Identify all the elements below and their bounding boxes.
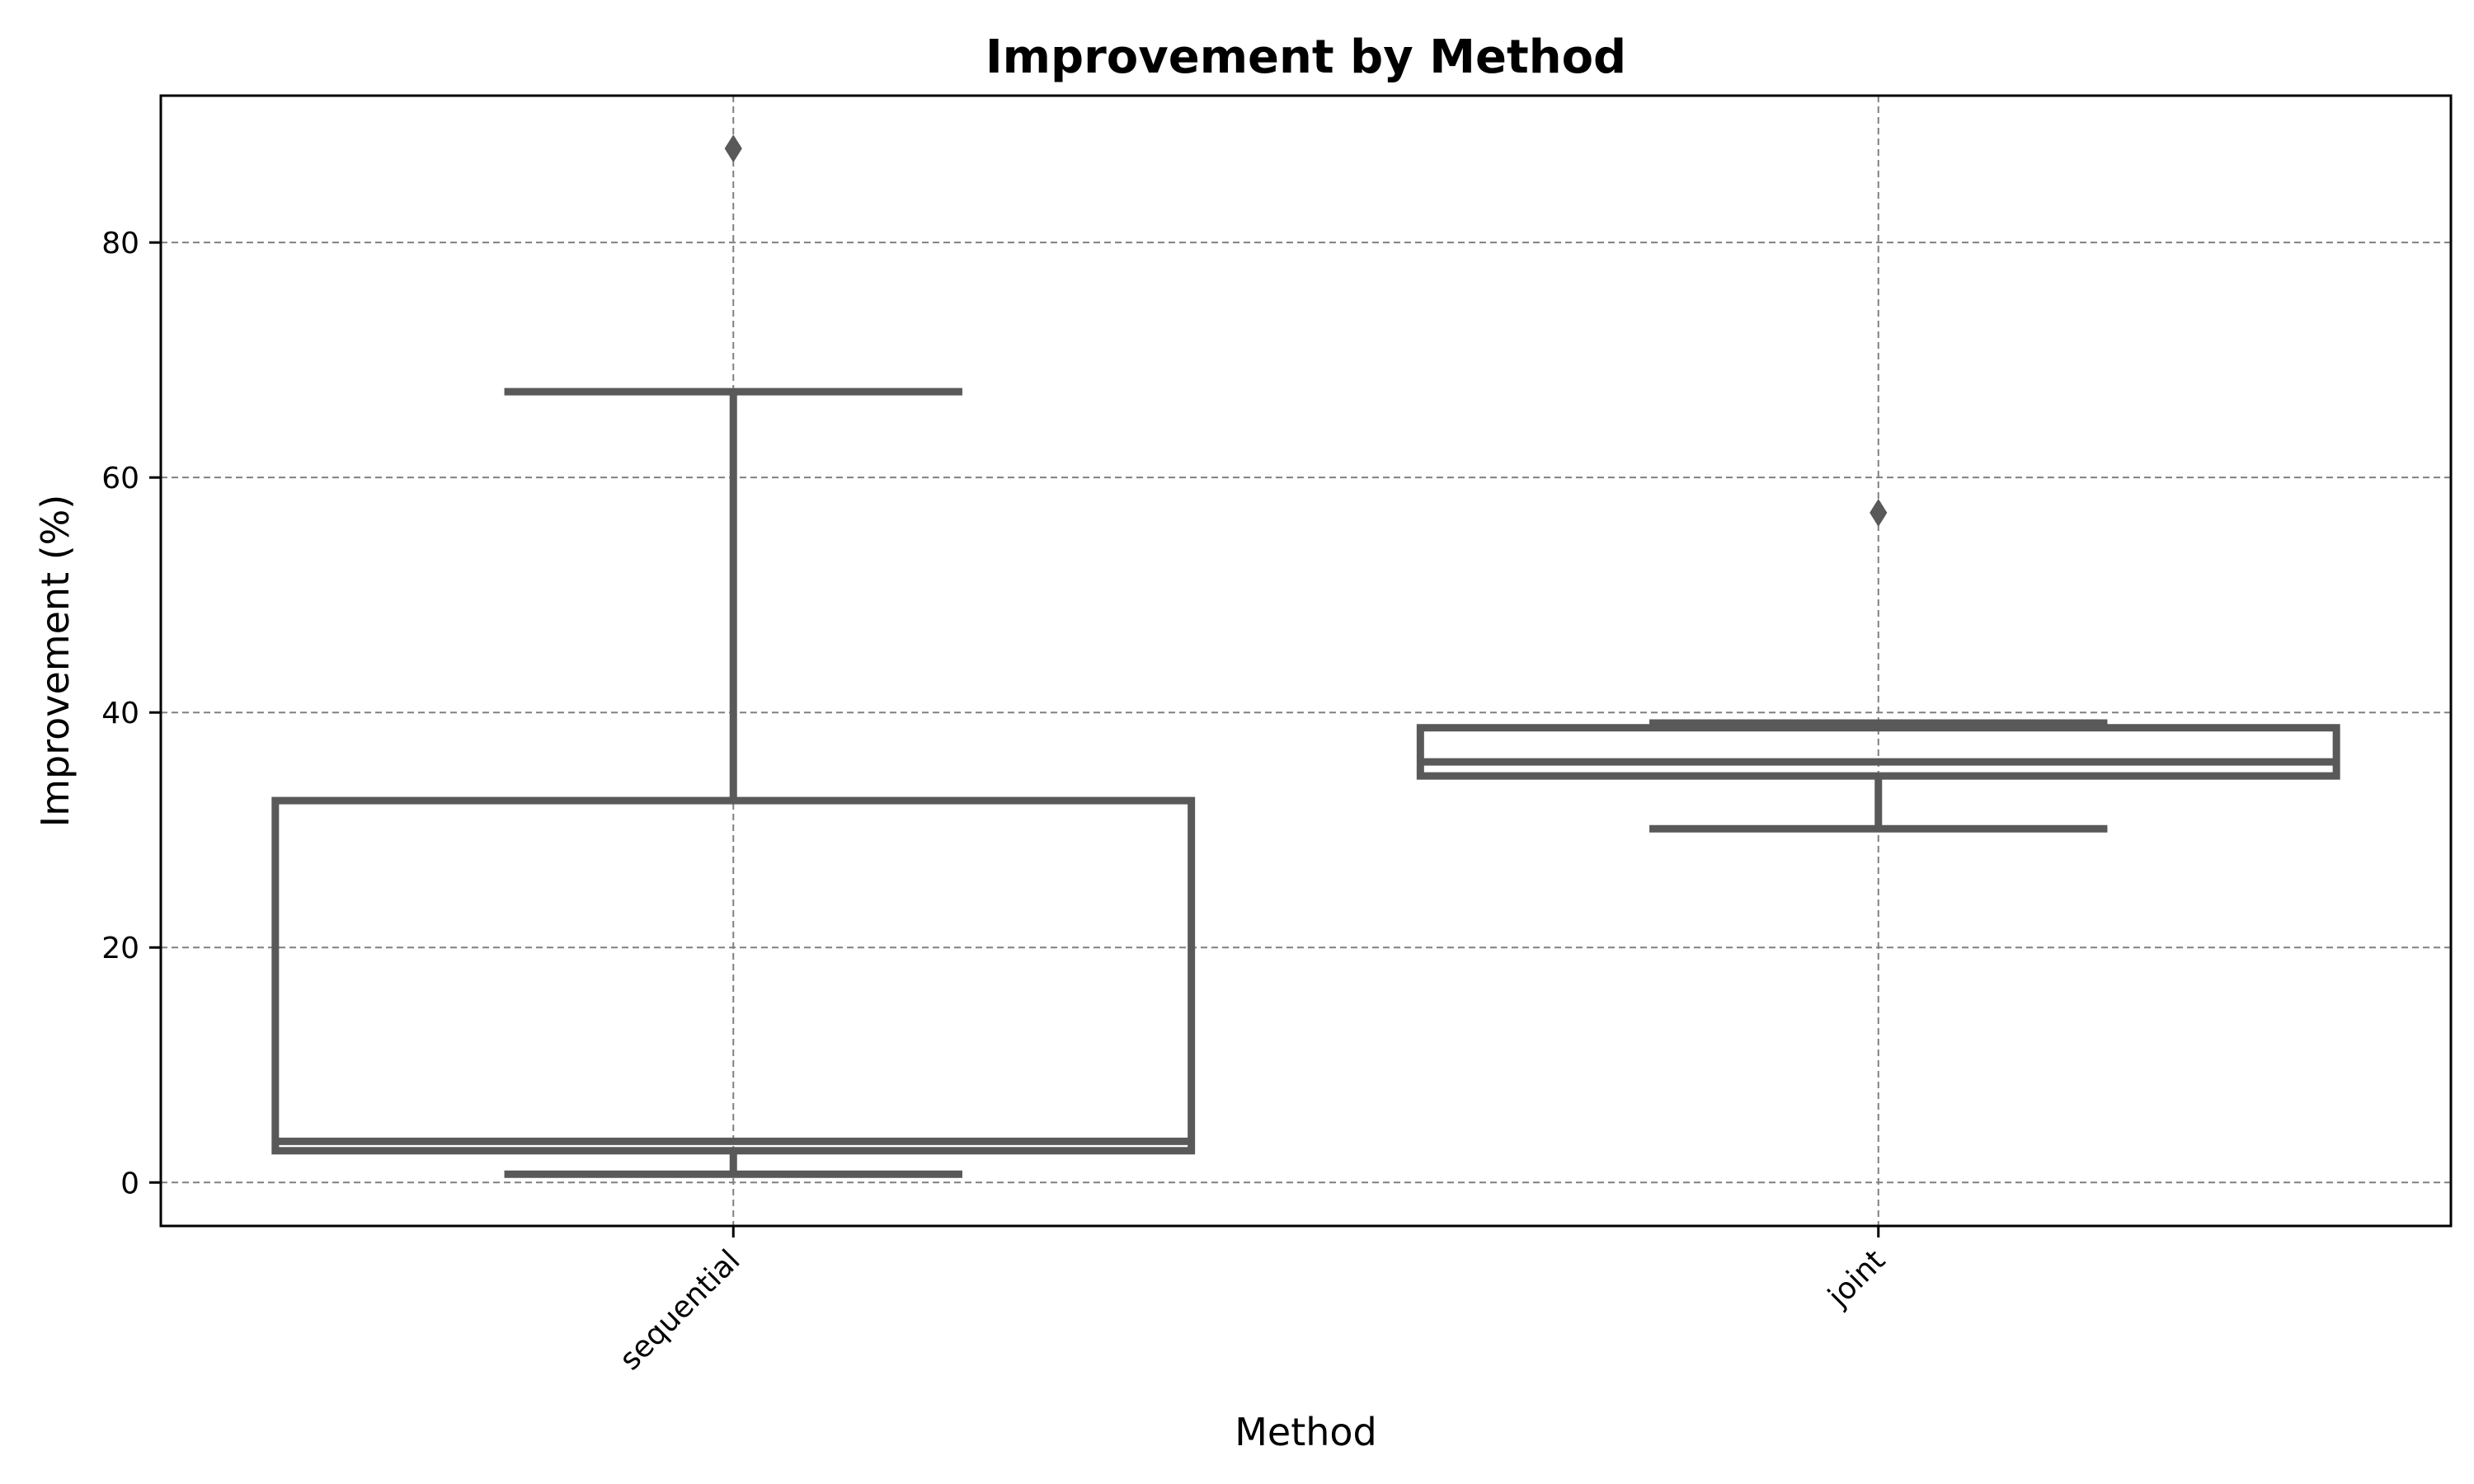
outlier-point [724, 134, 742, 163]
y-axis-label: Improvement (%) [33, 495, 78, 828]
y-tick-label: 40 [101, 697, 139, 730]
outlier-point [1870, 498, 1888, 527]
box-joint [1416, 498, 2340, 833]
y-tick-label: 80 [101, 227, 139, 261]
grid-layer [161, 96, 2451, 1226]
x-tick-label: joint [1822, 1243, 1893, 1314]
plot-frame [159, 94, 2453, 1228]
x-tick-label: sequential [614, 1243, 747, 1377]
x-axis-label: Method [1235, 1410, 1377, 1454]
y-tick-label: 20 [101, 932, 139, 965]
y-tick-label: 60 [101, 462, 139, 495]
iqr-box [271, 796, 1196, 1155]
iqr-box [1416, 724, 2340, 780]
y-tick-label: 0 [120, 1167, 139, 1200]
chart-title: Improvement by Method [985, 31, 1626, 84]
box-layer [271, 134, 2340, 1178]
box-sequential [271, 134, 1196, 1178]
